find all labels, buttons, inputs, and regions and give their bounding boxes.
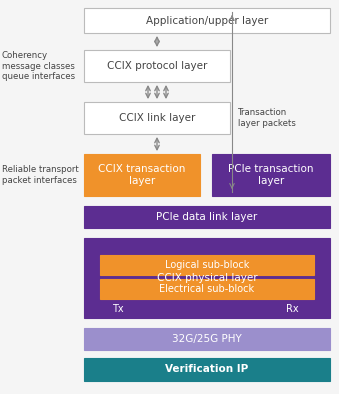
- Text: Application/upper layer: Application/upper layer: [146, 15, 268, 26]
- Text: CCIX transaction
layer: CCIX transaction layer: [98, 164, 186, 186]
- Text: Reliable transport
packet interfaces: Reliable transport packet interfaces: [2, 165, 79, 185]
- Bar: [84, 358, 330, 381]
- Text: Tx: Tx: [112, 304, 124, 314]
- Bar: [84, 206, 330, 228]
- Text: Rx: Rx: [286, 304, 298, 314]
- Bar: [84, 50, 230, 82]
- Text: Coherency
message classes
queue interfaces: Coherency message classes queue interfac…: [2, 51, 75, 81]
- Text: 32G/25G PHY: 32G/25G PHY: [172, 334, 242, 344]
- Bar: [84, 238, 330, 318]
- Bar: [212, 154, 330, 196]
- Text: CCIX physical layer: CCIX physical layer: [157, 273, 257, 283]
- Bar: [100, 255, 314, 275]
- Bar: [84, 8, 330, 33]
- Text: PCIe data link layer: PCIe data link layer: [156, 212, 258, 222]
- Bar: [84, 154, 200, 196]
- Text: PCIe transaction
layer: PCIe transaction layer: [228, 164, 314, 186]
- Bar: [84, 102, 230, 134]
- Text: CCIX link layer: CCIX link layer: [119, 113, 195, 123]
- Bar: [100, 279, 314, 299]
- Text: CCIX protocol layer: CCIX protocol layer: [107, 61, 207, 71]
- Text: Verification IP: Verification IP: [165, 364, 248, 375]
- Bar: [84, 328, 330, 350]
- Text: Transaction
layer packets: Transaction layer packets: [238, 108, 296, 128]
- Text: Electrical sub-block: Electrical sub-block: [159, 284, 255, 294]
- Text: Logical sub-block: Logical sub-block: [165, 260, 249, 270]
